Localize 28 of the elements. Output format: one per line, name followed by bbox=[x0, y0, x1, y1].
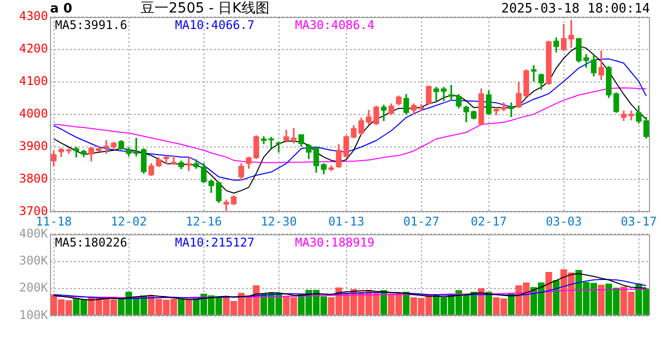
y-tick-label: 4000 bbox=[19, 106, 48, 121]
x-tick-label: 12-30 bbox=[260, 214, 297, 228]
y-tick-label: 4100 bbox=[19, 74, 48, 88]
y-tick-label: 400K bbox=[19, 226, 49, 240]
x-tick-label: 01-13 bbox=[328, 214, 364, 228]
x-tick-label: 01-27 bbox=[403, 214, 440, 228]
text: MA5:180226 bbox=[55, 235, 128, 250]
y-tick-label: 100K bbox=[19, 308, 49, 322]
chart-title: 豆一2505 - 日K线图 bbox=[140, 0, 270, 17]
text: 2025-03-18 18:00:14 bbox=[501, 1, 650, 16]
text: MA30:4086.4 bbox=[295, 18, 374, 32]
text: MA10:4066.7 bbox=[175, 18, 254, 32]
y-tick-label: 3800 bbox=[19, 172, 48, 186]
y-tick-label: 200K bbox=[19, 280, 49, 295]
x-tick-label: 11-18 bbox=[36, 214, 72, 228]
text: MA5:3991.6 bbox=[55, 18, 128, 32]
text: MA30:188919 bbox=[295, 235, 374, 250]
text: a 0 bbox=[50, 1, 72, 16]
y-tick-label: 300K bbox=[19, 254, 49, 268]
text: MA10:215127 bbox=[175, 235, 254, 250]
x-tick-label: 03-17 bbox=[620, 214, 657, 228]
x-tick-label: 03-03 bbox=[546, 214, 582, 228]
x-tick-label: 12-02 bbox=[110, 214, 147, 228]
y-tick-label: 3900 bbox=[19, 139, 48, 154]
x-tick-label: 02-17 bbox=[470, 214, 507, 228]
x-tick-label: 12-16 bbox=[186, 214, 222, 228]
y-tick-label: 4200 bbox=[19, 42, 48, 56]
y-tick-label: 4300 bbox=[19, 9, 48, 24]
